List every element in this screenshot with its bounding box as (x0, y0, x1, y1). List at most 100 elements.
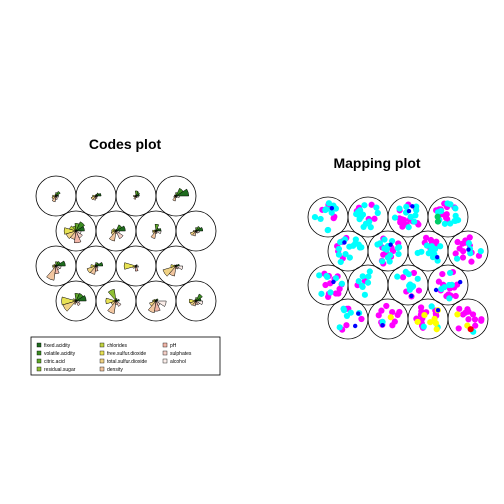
legend-swatch (36, 358, 42, 364)
codes-segment (90, 195, 97, 201)
mapping-point (376, 240, 383, 247)
codes-segment (46, 265, 57, 281)
codes-unit (135, 280, 177, 322)
codes-segment (75, 300, 80, 304)
codes-segment (95, 192, 100, 197)
mapping-point (452, 217, 459, 224)
unit-circle (175, 210, 217, 252)
mapping-unit (367, 298, 409, 340)
mapping-point (341, 307, 348, 314)
codes-segment (192, 230, 197, 237)
legend-label: alcohol (170, 359, 186, 365)
mapping-point (441, 220, 448, 227)
codes-segment (115, 230, 120, 234)
codes-segment (75, 300, 81, 306)
codes-segment (108, 230, 117, 242)
codes-segment (195, 226, 201, 232)
mapping-point (335, 245, 343, 253)
legend-label: density (107, 367, 123, 373)
legend-label: pH (170, 343, 177, 349)
mapping-point (380, 322, 385, 328)
mapping-point (469, 311, 477, 318)
codes-segment (75, 221, 85, 232)
mapping-point (389, 309, 396, 316)
codes-unit (35, 245, 77, 287)
mapping-point (452, 292, 459, 300)
mapping-point (434, 257, 441, 264)
mapping-point (462, 309, 469, 316)
codes-segment (147, 300, 157, 314)
mapping-point (427, 248, 434, 256)
mapping-point (375, 312, 382, 319)
codes-segment (63, 227, 77, 235)
codes-segment (189, 230, 197, 236)
unit-circle (427, 196, 469, 238)
mapping-unit (447, 230, 489, 272)
codes-unit (175, 210, 217, 252)
mapping-point (472, 322, 479, 329)
mapping-point (411, 218, 418, 225)
codes-segment (107, 288, 117, 302)
codes-segment (55, 261, 61, 267)
mapping-point (358, 315, 365, 323)
mapping-point (359, 211, 367, 218)
mapping-unit (347, 196, 389, 238)
legend-swatch (36, 342, 42, 348)
mapping-point (466, 247, 471, 252)
codes-segment (62, 300, 77, 312)
mapping-point (453, 255, 461, 262)
mapping-unit (427, 196, 469, 238)
mapping-point (429, 254, 437, 261)
legend-item: chlorides (99, 342, 128, 349)
codes-segment (55, 191, 61, 197)
mapping-point (332, 290, 340, 297)
unit-circle (447, 230, 489, 272)
codes-segment (55, 195, 59, 198)
mapping-unit (407, 298, 449, 340)
mapping-point (384, 254, 392, 261)
mapping-point (421, 311, 428, 319)
mapping-point (407, 213, 414, 221)
mapping-point (435, 307, 441, 313)
mapping-point (366, 268, 373, 275)
codes-segment (61, 296, 77, 306)
codes-segment (65, 230, 77, 240)
mapping-point (343, 322, 350, 329)
mapping-point (410, 204, 415, 209)
legend-item: residual.sugar (36, 366, 76, 373)
legend-swatch (162, 342, 168, 348)
unit-circle (155, 245, 197, 287)
mapping-point (394, 245, 402, 252)
codes-unit (95, 210, 137, 252)
mapping-point (359, 283, 366, 290)
codes-segment (155, 300, 167, 307)
codes-segment (195, 300, 204, 306)
mapping-point (437, 243, 444, 250)
legend-box (30, 336, 221, 376)
codes-plot-title: Codes plot (89, 136, 162, 152)
mapping-unit (447, 298, 489, 340)
codes-segment (74, 223, 80, 232)
mapping-point (388, 242, 393, 247)
mapping-point (324, 227, 331, 234)
mapping-point (465, 240, 472, 247)
codes-segment (86, 265, 97, 274)
mapping-point (331, 279, 336, 285)
mapping-point (446, 281, 453, 289)
legend-item: density (99, 366, 123, 373)
legend-swatch (99, 342, 105, 348)
codes-segment (95, 195, 98, 198)
codes-legend: fixed.acidity volatile.acidity citric.acid… (30, 336, 221, 376)
legend-item: volatile.acidity (36, 350, 76, 357)
codes-segment (115, 300, 122, 307)
legend-swatch (99, 350, 105, 356)
mapping-point (434, 213, 441, 220)
legend-label: residual.sugar (44, 367, 76, 373)
codes-segment (175, 195, 180, 199)
codes-segment (133, 195, 137, 200)
codes-unit (175, 280, 217, 322)
mapping-point (447, 269, 454, 277)
codes-unit (55, 210, 97, 252)
legend-swatch (99, 358, 105, 364)
mapping-point (456, 305, 463, 312)
